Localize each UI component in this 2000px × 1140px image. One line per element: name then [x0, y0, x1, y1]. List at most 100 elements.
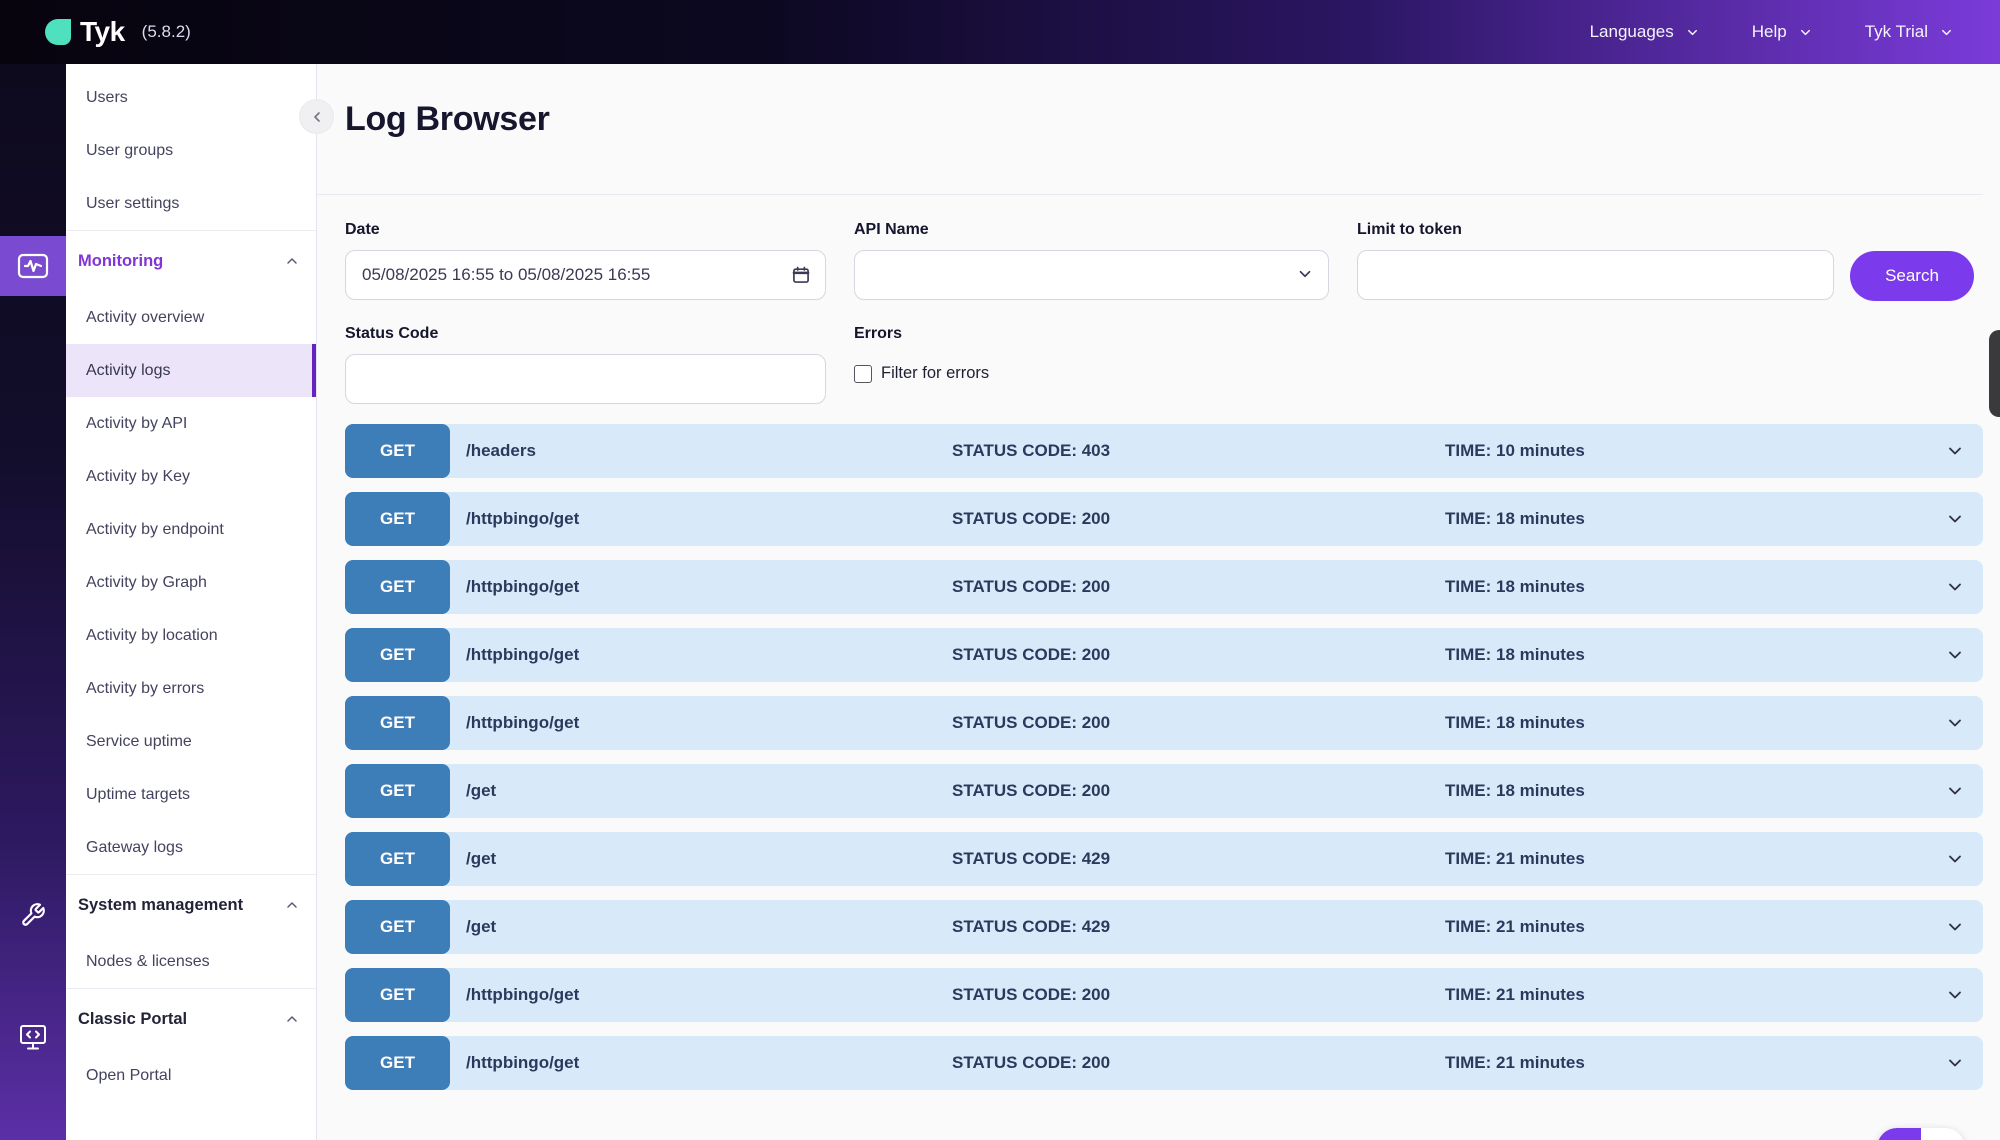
menu-help-label: Help: [1751, 22, 1787, 41]
sidebar-section-label: Monitoring: [78, 251, 164, 270]
page-title: Log Browser: [345, 100, 550, 138]
expand-row-button[interactable]: [1927, 781, 1983, 801]
api-name-select[interactable]: [854, 250, 1329, 300]
portal-monitor-icon: [20, 1025, 46, 1050]
expand-row-button[interactable]: [1927, 849, 1983, 869]
sidebar-item-activity-by-graph[interactable]: Activity by Graph: [66, 556, 316, 609]
sidebar-divider: [66, 988, 316, 989]
log-status-code: STATUS CODE: 200: [952, 713, 1111, 732]
sidebar-item-activity-by-api[interactable]: Activity by API: [66, 397, 316, 450]
sidebar-item-activity-overview[interactable]: Activity overview: [66, 291, 316, 344]
log-row[interactable]: GET /httpbingo/get STATUS CODE: 200 TIME…: [345, 1036, 1983, 1090]
log-time: TIME: 18 minutes: [1445, 509, 1585, 528]
top-bar: Tyk (5.8.2) Languages Help Tyk Trial: [0, 0, 2000, 64]
menu-tyk-trial[interactable]: Tyk Trial: [1865, 22, 1954, 42]
chevron-down-icon: [1949, 719, 1961, 727]
sidebar-section-system-management[interactable]: System management: [66, 875, 316, 935]
sidebar-item-label: Gateway logs: [86, 838, 183, 856]
chevron-down-icon: [1296, 265, 1314, 288]
sidebar-item-users[interactable]: Users: [66, 71, 316, 124]
expand-row-button[interactable]: [1927, 713, 1983, 733]
method-badge: GET: [345, 696, 450, 750]
log-time: TIME: 21 minutes: [1445, 849, 1585, 868]
title-divider: [317, 194, 1983, 195]
log-path: /httpbingo/get: [466, 1053, 580, 1072]
method-badge: GET: [345, 764, 450, 818]
log-row[interactable]: GET /httpbingo/get STATUS CODE: 200 TIME…: [345, 492, 1983, 546]
menu-languages[interactable]: Languages: [1590, 22, 1700, 42]
status-code-label: Status Code: [345, 325, 439, 342]
sidebar-section-classic-portal[interactable]: Classic Portal: [66, 989, 316, 1049]
sidebar-divider: [66, 874, 316, 875]
expand-row-button[interactable]: [1927, 645, 1983, 665]
sidebar-collapse-button[interactable]: [300, 100, 333, 133]
expand-row-button[interactable]: [1927, 509, 1983, 529]
log-row[interactable]: GET /httpbingo/get STATUS CODE: 200 TIME…: [345, 628, 1983, 682]
sidebar: Users User groups User settings Monitori…: [66, 64, 333, 1140]
menu-help[interactable]: Help: [1752, 22, 1813, 42]
expand-row-button[interactable]: [1927, 985, 1983, 1005]
sidebar-item-label: Activity logs: [86, 361, 171, 379]
floating-action-button[interactable]: [1877, 1128, 1965, 1140]
log-row[interactable]: GET /headers STATUS CODE: 403 TIME: 10 m…: [345, 424, 1983, 478]
chevron-down-icon: [1800, 29, 1810, 35]
filter-for-errors-label[interactable]: Filter for errors: [881, 364, 990, 382]
log-path: /get: [466, 781, 497, 800]
sidebar-item-label: User groups: [86, 141, 174, 159]
log-time: TIME: 21 minutes: [1445, 985, 1585, 1004]
expand-row-button[interactable]: [1927, 441, 1983, 461]
sidebar-item-activity-logs[interactable]: Activity logs: [66, 344, 316, 397]
search-button[interactable]: Search: [1850, 251, 1974, 301]
sidebar-item-label: Activity by location: [86, 626, 218, 644]
sidebar-item-user-settings[interactable]: User settings: [66, 177, 316, 230]
sidebar-item-activity-by-key[interactable]: Activity by Key: [66, 450, 316, 503]
log-path: /httpbingo/get: [466, 985, 580, 1004]
expand-row-button[interactable]: [1927, 577, 1983, 597]
log-row[interactable]: GET /get STATUS CODE: 200 TIME: 18 minut…: [345, 764, 1983, 818]
log-row[interactable]: GET /httpbingo/get STATUS CODE: 200 TIME…: [345, 968, 1983, 1022]
expand-row-button[interactable]: [1927, 917, 1983, 937]
date-range-input[interactable]: [345, 250, 826, 300]
log-row[interactable]: GET /httpbingo/get STATUS CODE: 200 TIME…: [345, 696, 1983, 750]
log-row[interactable]: GET /httpbingo/get STATUS CODE: 200 TIME…: [345, 560, 1983, 614]
sidebar-item-label: Users: [86, 88, 128, 106]
expand-row-button[interactable]: [1927, 1053, 1983, 1073]
activity-monitor-icon: [17, 253, 49, 279]
sidebar-item-gateway-logs[interactable]: Gateway logs: [66, 821, 316, 874]
sidebar-item-nodes-licenses[interactable]: Nodes & licenses: [66, 935, 316, 988]
topbar-menu: Languages Help Tyk Trial: [1590, 22, 1954, 42]
chevron-down-icon: [1949, 515, 1961, 523]
sidebar-item-activity-by-location[interactable]: Activity by location: [66, 609, 316, 662]
sidebar-item-uptime-targets[interactable]: Uptime targets: [66, 768, 316, 821]
method-badge: GET: [345, 560, 450, 614]
sidebar-item-label: User settings: [86, 194, 180, 212]
search-button-wrap: Search: [1850, 221, 1983, 301]
api-name-label: API Name: [854, 221, 929, 238]
filter-for-errors-checkbox[interactable]: [854, 364, 872, 383]
rail-item-system-management[interactable]: [20, 902, 46, 933]
status-code-input[interactable]: [345, 354, 826, 404]
sidebar-section-monitoring[interactable]: Monitoring: [66, 231, 316, 291]
log-row[interactable]: GET /get STATUS CODE: 429 TIME: 21 minut…: [345, 900, 1983, 954]
log-list: GET /headers STATUS CODE: 403 TIME: 10 m…: [345, 424, 1983, 1090]
limit-to-token-input[interactable]: [1357, 250, 1834, 300]
sidebar-item-activity-by-endpoint[interactable]: Activity by endpoint: [66, 503, 316, 556]
chevron-up-icon: [287, 258, 297, 264]
floating-action-right: [1921, 1128, 1965, 1140]
rail-item-classic-portal[interactable]: [19, 1024, 47, 1056]
rail-item-monitoring[interactable]: [0, 236, 66, 296]
sidebar-item-service-uptime[interactable]: Service uptime: [66, 715, 316, 768]
sidebar-item-activity-by-errors[interactable]: Activity by errors: [66, 662, 316, 715]
sidebar-item-user-groups[interactable]: User groups: [66, 124, 316, 177]
sidebar-item-open-portal[interactable]: Open Portal: [66, 1049, 316, 1102]
feedback-tab[interactable]: [1989, 330, 2000, 417]
log-path: /httpbingo/get: [466, 713, 580, 732]
date-filter-group: Date: [345, 221, 826, 300]
log-time: TIME: 18 minutes: [1445, 577, 1585, 596]
log-row[interactable]: GET /get STATUS CODE: 429 TIME: 21 minut…: [345, 832, 1983, 886]
calendar-icon[interactable]: [791, 265, 811, 290]
method-badge: GET: [345, 832, 450, 886]
log-path: /httpbingo/get: [466, 509, 580, 528]
chevron-down-icon: [1949, 1059, 1961, 1067]
log-time: TIME: 10 minutes: [1445, 441, 1585, 460]
